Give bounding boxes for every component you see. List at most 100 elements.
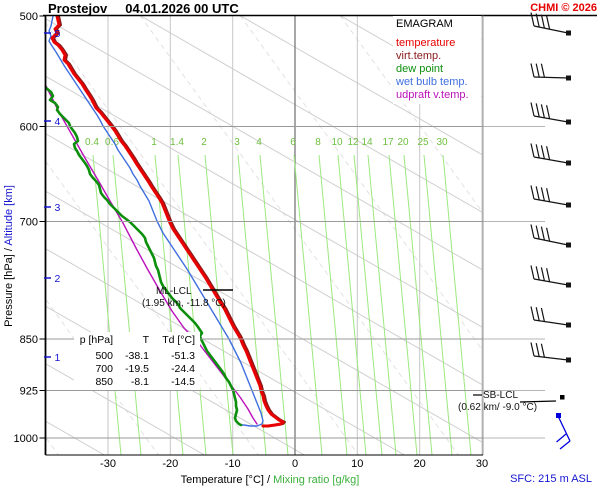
barb-feather <box>530 306 535 321</box>
sb-lcl-marker-dot <box>560 395 565 400</box>
barb-feather <box>530 102 535 117</box>
mixing-ratio-line <box>403 154 433 455</box>
dewpoint-curve <box>45 86 243 427</box>
mixing-ratio-label: 10 <box>331 137 343 148</box>
mixing-ratio-line <box>442 154 472 455</box>
x-axis-temperature-label: Temperature [°C] <box>180 474 264 486</box>
mixing-ratio-label: 12 <box>347 137 359 148</box>
barb-staff <box>533 115 569 123</box>
barb-station-square <box>566 160 571 166</box>
temperature-tick-label: -10 <box>225 458 241 470</box>
mixing-ratio-line <box>337 154 367 455</box>
barb-feather <box>535 63 540 78</box>
barb-feather <box>535 342 540 357</box>
wind-barb <box>530 143 571 166</box>
barb-feather <box>546 105 551 119</box>
mixing-ratio-label: 6 <box>290 137 296 148</box>
barb-feather <box>546 227 551 242</box>
pressure-tick-label: 850 <box>20 334 38 346</box>
mixing-ratio-label: 20 <box>397 137 409 148</box>
mixing-ratio-line <box>423 154 453 455</box>
temperature-tick-label: 10 <box>351 458 363 470</box>
temperature-tick-label: 20 <box>414 458 426 470</box>
mixing-ratio-label: 4 <box>256 137 262 148</box>
moist-adiabat-line <box>239 15 483 352</box>
legend-item-wet-bulb: wet bulb temp. <box>396 76 468 88</box>
barb-feather <box>540 104 545 118</box>
pressure-axis-labels: 500 600 700 850 925 1000 <box>14 11 46 445</box>
wind-barb <box>530 342 571 363</box>
altitude-tick-label: 1 <box>55 352 61 364</box>
altitude-tick-label: 3 <box>55 202 61 214</box>
barb-feather <box>530 143 535 158</box>
mixing-ratio-label: 30 <box>436 137 448 148</box>
legend-item-virt-temp: virt.temp. <box>396 50 442 62</box>
dry-adiabat-line <box>45 248 405 455</box>
moist-adiabat-line <box>45 160 259 455</box>
sb-lcl-detail: (0.62 km/ -9.0 °C) <box>458 402 537 413</box>
temperature-tick-label: -20 <box>162 458 178 470</box>
legend-item-updraft: udpraft v.temp. <box>396 89 469 101</box>
barb-staff <box>533 198 569 206</box>
temperature-tick-label: -30 <box>100 458 116 470</box>
mixing-ratio-line <box>204 154 234 455</box>
moist-adiabat-line <box>45 22 359 455</box>
barb-feather <box>535 144 540 159</box>
x-axis-mixing-ratio-label: Mixing ratio [g/kg] <box>273 474 360 486</box>
altitude-tick-label: 5 <box>55 28 61 40</box>
wind-barb <box>530 12 571 36</box>
barb-feather <box>540 343 545 358</box>
altitude-tick-label: 4 <box>55 116 61 128</box>
table-header-dewpoint: Td [°C] <box>162 334 195 346</box>
mixing-ratio-label: 0.4 <box>85 137 99 148</box>
mixing-ratio-label: 17 <box>382 137 394 148</box>
dry-adiabat-line <box>540 16 600 456</box>
chart-legend: EMAGRAM temperature virt.temp. dew point… <box>393 16 481 104</box>
barb-feather <box>540 307 545 322</box>
temperature-axis-labels: -30 -20 -10 0 10 20 30 <box>100 458 488 470</box>
table-cell: -14.5 <box>171 376 195 388</box>
table-cell: -51.3 <box>171 350 195 362</box>
pressure-tick-label: 600 <box>20 122 38 134</box>
mixing-ratio-line <box>259 154 289 455</box>
barb-feather <box>530 265 535 280</box>
temperature-tick-label: 0 <box>292 458 298 470</box>
mixing-ratio-label: 25 <box>417 137 429 148</box>
barb-station-square <box>566 322 571 328</box>
mixing-ratio-line <box>293 154 323 455</box>
mixing-ratio-line <box>177 154 207 455</box>
barb-station-square <box>566 75 571 81</box>
mixing-ratio-label: 8 <box>315 137 321 148</box>
pressure-tick-label: 500 <box>20 11 38 23</box>
updraft-virt-temp-curve <box>45 85 258 425</box>
table-cell: -24.4 <box>171 363 195 375</box>
mixing-ratio-label: 0.6 <box>105 137 119 148</box>
y-axis-pressure-label: Pressure [hPa] <box>3 254 15 327</box>
surface-wind-barb <box>556 413 571 450</box>
barb-feather <box>540 14 545 29</box>
barb-station-square <box>566 282 571 288</box>
barb-station-square <box>566 119 571 125</box>
barb-feather <box>540 187 545 201</box>
barb-staff <box>533 76 569 79</box>
ml-lcl-annotation: ML-LCL(1.95 km, -11.8 °C) <box>142 286 233 309</box>
barb-station-square <box>556 413 561 418</box>
barb-feather <box>540 63 545 78</box>
barb-staff <box>533 319 569 326</box>
page-title: Prostejov 04.01.2026 00 UTC <box>48 1 239 16</box>
table-cell: -38.1 <box>125 350 149 362</box>
barb-station-square <box>566 357 571 363</box>
barb-feather <box>546 188 551 202</box>
mixing-ratio-lines: 0.4 0.6 1 1.4 2 3 4 6 8 10 12 14 17 20 25 30 <box>85 137 472 455</box>
y-axis-altitude-label: Altitude [km] <box>3 185 15 246</box>
barb-feather <box>535 307 540 321</box>
barb-feather <box>530 185 535 200</box>
barb-feather <box>530 224 535 239</box>
barb-feather <box>535 103 540 118</box>
mixing-ratio-label: 2 <box>201 137 207 148</box>
wind-barb <box>530 102 571 125</box>
wetbulb-curve <box>48 15 264 427</box>
x-axis-label: Temperature [°C] / Mixing ratio [g/kg] <box>180 474 360 486</box>
sb-lcl-marker-line <box>519 400 557 403</box>
barb-station-square <box>566 30 571 36</box>
